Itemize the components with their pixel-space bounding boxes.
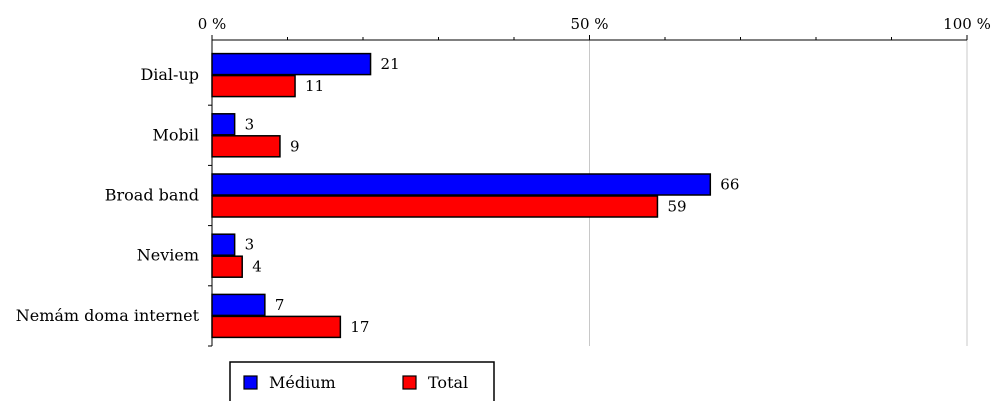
bar-total bbox=[211, 135, 281, 158]
bars bbox=[211, 52, 712, 339]
legend-swatch bbox=[402, 375, 417, 390]
legend-box bbox=[229, 361, 495, 401]
data-label: 3 bbox=[245, 115, 255, 133]
value-labels: 21 11 3 9 66 59 3 4 7 17 bbox=[245, 55, 740, 336]
category-label: Mobil bbox=[153, 125, 200, 144]
x-tick-label: 100 % bbox=[943, 15, 991, 33]
data-label: 59 bbox=[667, 198, 686, 216]
x-tick-label: 0 % bbox=[198, 15, 227, 33]
category-label: Nemám doma internet bbox=[16, 306, 200, 325]
category-label: Dial-up bbox=[140, 65, 199, 84]
bar-total bbox=[211, 195, 659, 218]
category-label: Broad band bbox=[105, 186, 199, 205]
category-label: Neviem bbox=[137, 246, 199, 265]
data-label: 7 bbox=[275, 296, 285, 314]
bar-m-dium bbox=[211, 233, 236, 256]
data-label: 21 bbox=[381, 55, 400, 73]
data-label: 3 bbox=[245, 236, 255, 254]
category-labels: Dial-up Mobil Broad band Neviem Nemám doma i… bbox=[16, 65, 212, 347]
data-label: 11 bbox=[305, 77, 324, 95]
x-axis-ticks: 0 % 50 % 100 % bbox=[198, 15, 991, 41]
bar-m-dium bbox=[211, 293, 266, 317]
legend: Médium Total bbox=[229, 361, 495, 401]
x-tick-label: 50 % bbox=[570, 15, 608, 33]
bar-total bbox=[211, 315, 342, 339]
legend-swatch bbox=[243, 375, 258, 390]
bar-m-dium bbox=[211, 52, 372, 76]
data-label: 4 bbox=[252, 258, 262, 276]
bar-m-dium bbox=[211, 113, 236, 136]
legend-label: Médium bbox=[269, 373, 336, 392]
data-label: 17 bbox=[350, 318, 369, 336]
bar-m-dium bbox=[211, 173, 712, 196]
bar-total bbox=[211, 74, 296, 98]
data-label: 9 bbox=[290, 137, 300, 155]
data-label: 66 bbox=[720, 176, 739, 194]
legend-label: Total bbox=[428, 373, 468, 392]
bar-total bbox=[211, 255, 243, 278]
